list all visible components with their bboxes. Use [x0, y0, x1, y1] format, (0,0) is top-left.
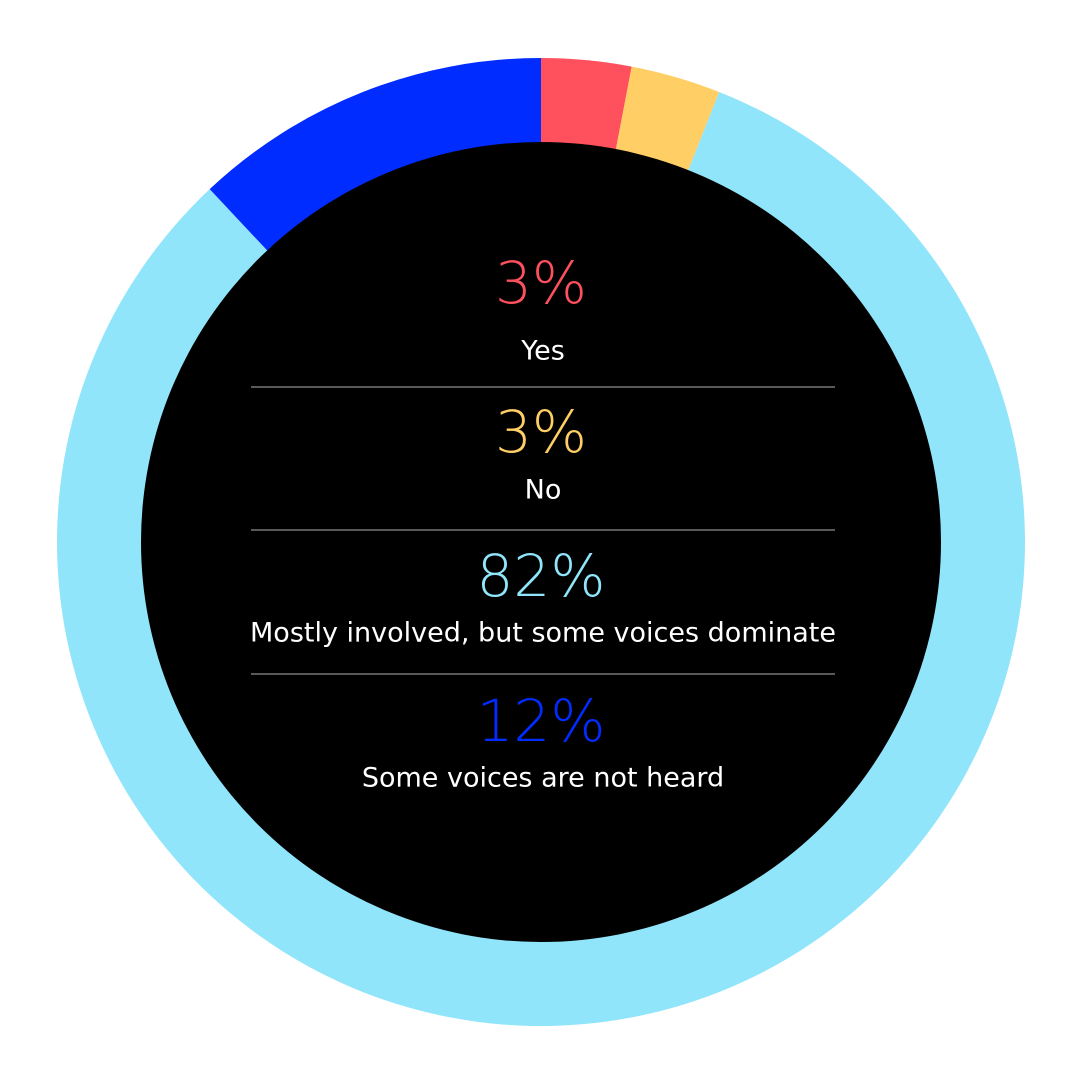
value-label: 3% [495, 398, 587, 466]
legend: 3% Yes 3% No 82% Mostly involved, but some vo… [250, 249, 836, 794]
category-label: No [525, 475, 562, 506]
category-label: Some voices are not heard [362, 763, 724, 794]
category-label: Yes [520, 336, 565, 367]
value-label: 12% [477, 687, 606, 755]
donut-hole [141, 142, 941, 942]
category-label: Mostly involved, but some voices dominat… [250, 618, 836, 649]
value-label: 82% [477, 542, 606, 610]
value-label: 3% [495, 249, 587, 317]
